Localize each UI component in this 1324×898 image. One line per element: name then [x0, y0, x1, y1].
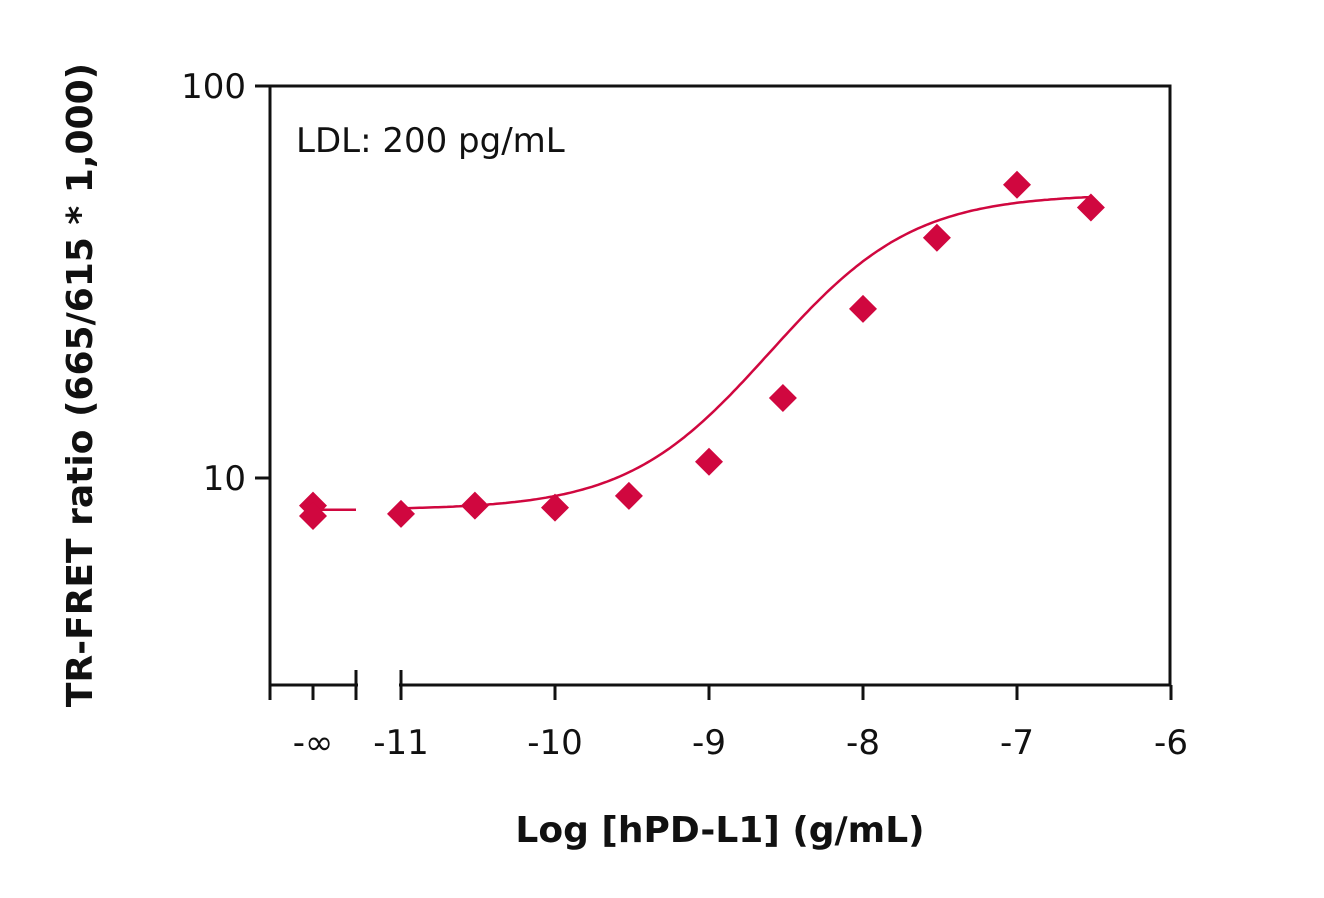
data-point — [541, 493, 569, 522]
data-point — [387, 499, 415, 528]
data-point — [614, 481, 643, 510]
data-point — [922, 223, 951, 252]
y-tick-label: 100 — [181, 67, 246, 107]
y-tick-label: 10 — [203, 459, 246, 499]
axes-group: -∞ -11 -10 -9 -8 -7 -6 100 10 — [181, 67, 1188, 763]
x-tick-label: -8 — [846, 723, 880, 763]
x-tick-label: -9 — [692, 723, 726, 763]
x-tick-label: -10 — [527, 723, 583, 763]
x-tick-label: -∞ — [293, 723, 334, 763]
y-axis-title: TR-FRET ratio (665/615 * 1,000) — [60, 63, 101, 707]
x-tick-label: -11 — [373, 723, 429, 763]
data-point — [1076, 193, 1105, 222]
x-tick-label: -7 — [1000, 723, 1034, 763]
control-data-point — [299, 501, 327, 530]
data-point — [768, 383, 797, 412]
data-point — [695, 447, 723, 476]
annotation-ldl: LDL: 200 pg/mL — [296, 121, 565, 161]
x-axis-title: Log [hPD-L1] (g/mL) — [515, 810, 924, 851]
plot-frame — [268, 84, 1172, 687]
data-point — [1003, 170, 1031, 199]
x-tick-label: -6 — [1154, 723, 1188, 763]
data-point — [460, 491, 489, 520]
data-point — [849, 294, 877, 323]
fit-curve — [400, 195, 1091, 510]
data-points-group — [299, 170, 1105, 530]
